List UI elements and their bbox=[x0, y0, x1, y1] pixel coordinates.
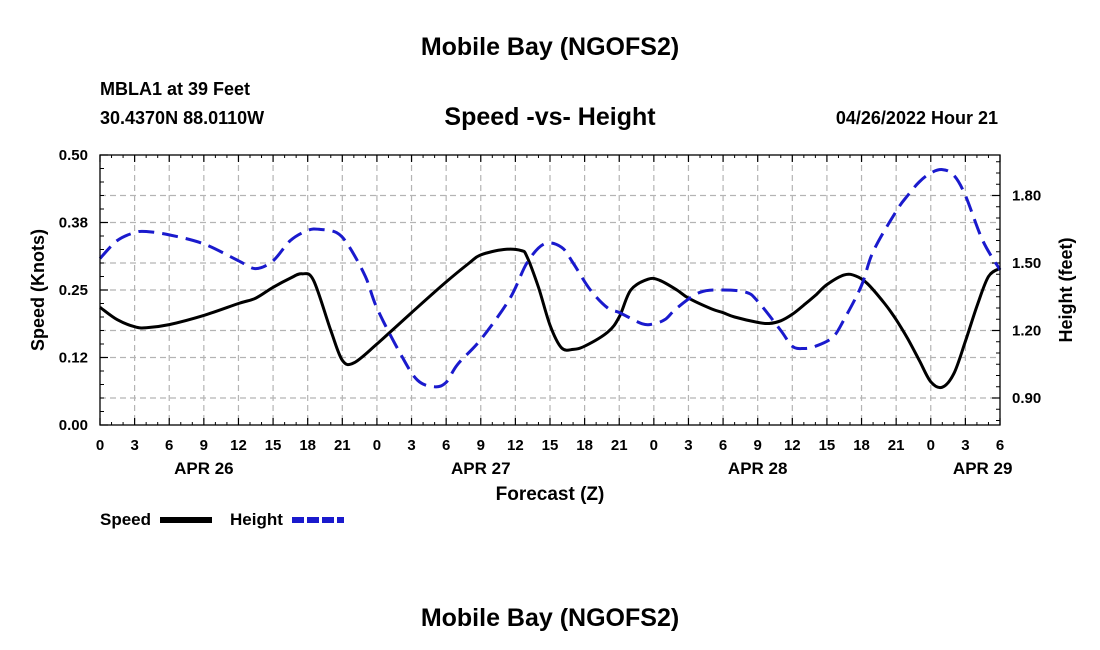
plot-frame bbox=[99, 154, 1001, 426]
x-tick-label: 18 bbox=[299, 437, 316, 454]
page-title: Mobile Bay (NGOFS2) bbox=[421, 33, 679, 61]
date-label: APR 28 bbox=[728, 459, 788, 478]
y-right-tick-label: 1.80 bbox=[1012, 188, 1041, 205]
footer-title: Mobile Bay (NGOFS2) bbox=[421, 604, 679, 632]
y-right-tick-label: 1.50 bbox=[1012, 255, 1041, 272]
date-label: APR 26 bbox=[174, 459, 234, 478]
legend-speed-label: Speed bbox=[100, 510, 151, 529]
date-label: APR 27 bbox=[451, 459, 511, 478]
x-tick-label: 6 bbox=[442, 437, 450, 454]
y-left-tick-label: 0.12 bbox=[59, 350, 88, 367]
series-group bbox=[98, 168, 1002, 390]
y-left-tick-label: 0.38 bbox=[59, 215, 88, 232]
grid bbox=[100, 155, 1000, 425]
x-tick-label: 12 bbox=[230, 437, 247, 454]
x-axis-title: Forecast (Z) bbox=[496, 484, 605, 505]
series-line-height bbox=[98, 168, 1002, 389]
y-left-tick-label: 0.50 bbox=[59, 147, 88, 164]
x-tick-label: 0 bbox=[373, 437, 381, 454]
legend: Speed Height bbox=[100, 510, 344, 529]
y-axis-right-title: Height (feet) bbox=[1056, 238, 1076, 343]
x-tick-label: 21 bbox=[334, 437, 351, 454]
x-tick-label: 6 bbox=[719, 437, 727, 454]
x-tick-label: 3 bbox=[684, 437, 692, 454]
x-tick-label: 18 bbox=[853, 437, 870, 454]
x-tick-label: 9 bbox=[200, 437, 208, 454]
x-tick-label: 12 bbox=[784, 437, 801, 454]
x-tick-label: 3 bbox=[407, 437, 415, 454]
x-tick-label: 3 bbox=[130, 437, 138, 454]
x-tick-label: 6 bbox=[165, 437, 173, 454]
y-right-tick-label: 0.90 bbox=[1012, 390, 1041, 407]
station-label: MBLA1 at 39 Feet bbox=[100, 79, 250, 99]
x-tick-label: 15 bbox=[542, 437, 559, 454]
axis-labels: 0 3 6 9 12 15 18 21 0 3 6 9 12 15 18 21 0 3 6 9 12 15 18 21 0 3 6A… bbox=[59, 147, 1041, 478]
date-label: APR 29 bbox=[953, 459, 1013, 478]
y-axis-left-title: Speed (Knots) bbox=[28, 229, 48, 351]
x-tick-label: 3 bbox=[961, 437, 969, 454]
series-line-speed bbox=[99, 247, 1001, 390]
x-tick-label: 9 bbox=[754, 437, 762, 454]
y-left-tick-label: 0.00 bbox=[59, 417, 88, 434]
legend-height-label: Height bbox=[230, 510, 283, 529]
y-right-tick-label: 1.20 bbox=[1012, 323, 1041, 340]
x-tick-label: 0 bbox=[650, 437, 658, 454]
y-left-tick-label: 0.25 bbox=[59, 282, 88, 299]
x-tick-label: 18 bbox=[576, 437, 593, 454]
x-tick-label: 0 bbox=[96, 437, 104, 454]
x-tick-label: 12 bbox=[507, 437, 524, 454]
chart-title: Speed -vs- Height bbox=[444, 103, 656, 131]
x-tick-label: 6 bbox=[996, 437, 1004, 454]
x-tick-label: 15 bbox=[819, 437, 836, 454]
x-tick-label: 9 bbox=[477, 437, 485, 454]
x-tick-label: 0 bbox=[927, 437, 935, 454]
date-hour-label: 04/26/2022 Hour 21 bbox=[836, 108, 998, 128]
x-tick-label: 21 bbox=[611, 437, 628, 454]
x-tick-label: 21 bbox=[888, 437, 905, 454]
x-tick-label: 15 bbox=[265, 437, 282, 454]
coordinates-label: 30.4370N 88.0110W bbox=[100, 108, 264, 128]
